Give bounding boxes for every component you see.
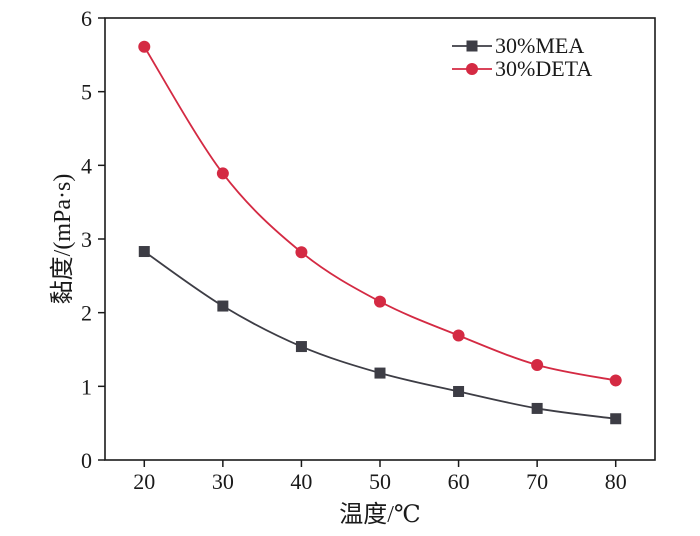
series-markers — [138, 40, 622, 425]
y-tick-label: 6 — [81, 6, 92, 31]
data-point-square — [453, 385, 465, 397]
data-point-square — [531, 402, 543, 414]
series-line-0 — [143, 250, 616, 420]
x-tick-label: 70 — [526, 469, 548, 494]
data-point-circle — [452, 329, 465, 342]
data-point-square — [138, 246, 150, 258]
y-tick-label: 4 — [81, 153, 92, 178]
x-axis-title: 温度/℃ — [339, 501, 421, 528]
x-tick-label: 50 — [369, 469, 391, 494]
x-tick-label: 30 — [212, 469, 234, 494]
data-point-circle — [216, 167, 229, 180]
data-point-circle — [531, 358, 544, 371]
y-tick-label: 2 — [81, 301, 92, 326]
y-tick-label: 1 — [81, 374, 92, 399]
legend-marker-circle — [466, 63, 478, 75]
data-point-square — [374, 367, 386, 379]
data-point-square — [610, 413, 622, 425]
data-point-circle — [295, 246, 308, 259]
y-tick-label: 3 — [81, 227, 92, 252]
legend-marker-square — [466, 40, 478, 52]
data-point-circle — [138, 40, 151, 53]
series-line-1 — [143, 46, 616, 382]
x-tick-label: 40 — [290, 469, 312, 494]
data-point-circle — [374, 295, 386, 308]
data-point-square — [217, 300, 229, 312]
data-point-circle — [609, 374, 622, 387]
x-tick-label: 20 — [133, 469, 155, 494]
legend-label: 30%MEA — [495, 33, 584, 58]
legend-label: 30%DETA — [495, 56, 592, 81]
x-tick-label: 60 — [448, 469, 470, 494]
y-axis-title: 黏度/(mPa·s) — [49, 174, 76, 305]
y-tick-label: 5 — [81, 80, 92, 105]
axis-ticks: 20 30 40 50 60 70 80 0 1 2 3 4 5 6 — [81, 6, 627, 494]
series-curves — [143, 46, 616, 420]
y-tick-label: 0 — [81, 448, 92, 473]
x-tick-label: 80 — [605, 469, 627, 494]
data-point-square — [295, 341, 307, 353]
plot-frame — [104, 17, 656, 461]
